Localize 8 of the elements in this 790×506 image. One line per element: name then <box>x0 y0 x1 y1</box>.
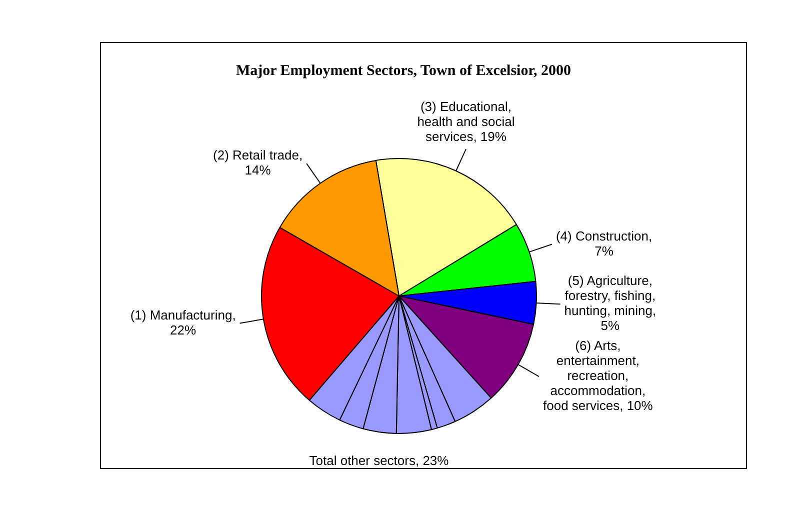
chart-title: Major Employment Sectors, Town of Excelsior, 2000 <box>236 62 571 79</box>
slice-label: (5) Agriculture, forestry, fishing, hunting, mining, 5% <box>564 273 656 334</box>
slice-label: (3) Educational, health and social services, 19% <box>417 99 515 144</box>
slice-label: (2) Retail trade, 14% <box>213 148 303 178</box>
slice-label: (4) Construction, 7% <box>556 228 652 258</box>
slice-label: (6) Arts, entertainment, recreation, accommodation, food services, 10% <box>543 338 654 414</box>
text: Total other sectors, 23% <box>309 453 450 468</box>
slice-label: (1) Manufacturing, 22% <box>130 307 236 338</box>
